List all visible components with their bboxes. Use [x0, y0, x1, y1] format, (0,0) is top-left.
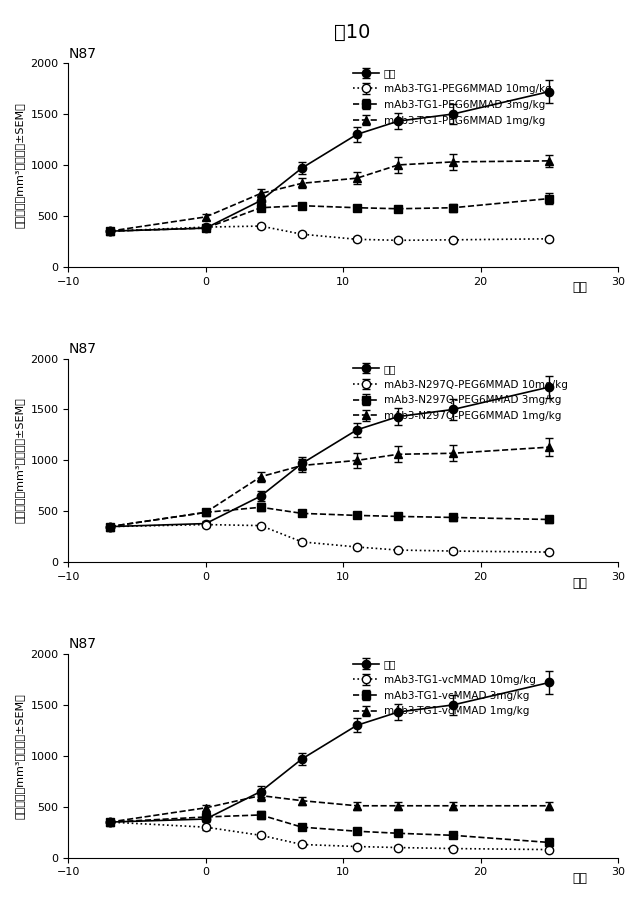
Legend: 媒体, mAb3-TG1-vcMMAD 10mg/kg, mAb3-TG1-vcMMAD 3mg/kg, mAb3-TG1-vcMMAD 1mg/kg: 媒体, mAb3-TG1-vcMMAD 10mg/kg, mAb3-TG1-vc… — [348, 655, 540, 721]
Text: N87: N87 — [68, 637, 97, 652]
X-axis label: 日数: 日数 — [572, 872, 587, 885]
Text: N87: N87 — [68, 47, 97, 60]
Text: N87: N87 — [68, 342, 97, 356]
X-axis label: 日数: 日数 — [572, 577, 587, 590]
Y-axis label: 腫瘤容積（mm³）（平均±SEM）: 腫瘤容積（mm³）（平均±SEM） — [15, 693, 25, 819]
Y-axis label: 腫瘤容積（mm³）（平均±SEM）: 腫瘤容積（mm³）（平均±SEM） — [15, 102, 25, 228]
Y-axis label: 腫瘤容積（mm³）（平均±SEM）: 腫瘤容積（mm³）（平均±SEM） — [15, 398, 25, 523]
Text: 囱10: 囱10 — [334, 22, 370, 41]
X-axis label: 日数: 日数 — [572, 281, 587, 294]
Legend: 媒体, mAb3-N297Q-PEG6MMAD 10mg/kg, mAb3-N297Q-PEG6MMAD 3mg/kg, mAb3-N297Q-PEG6MMAD: 媒体, mAb3-N297Q-PEG6MMAD 10mg/kg, mAb3-N2… — [348, 360, 572, 425]
Legend: 媒体, mAb3-TG1-PEG6MMAD 10mg/kg, mAb3-TG1-PEG6MMAD 3mg/kg, mAb3-TG1-PEG6MMAD 1mg/k: 媒体, mAb3-TG1-PEG6MMAD 10mg/kg, mAb3-TG1-… — [348, 64, 556, 130]
